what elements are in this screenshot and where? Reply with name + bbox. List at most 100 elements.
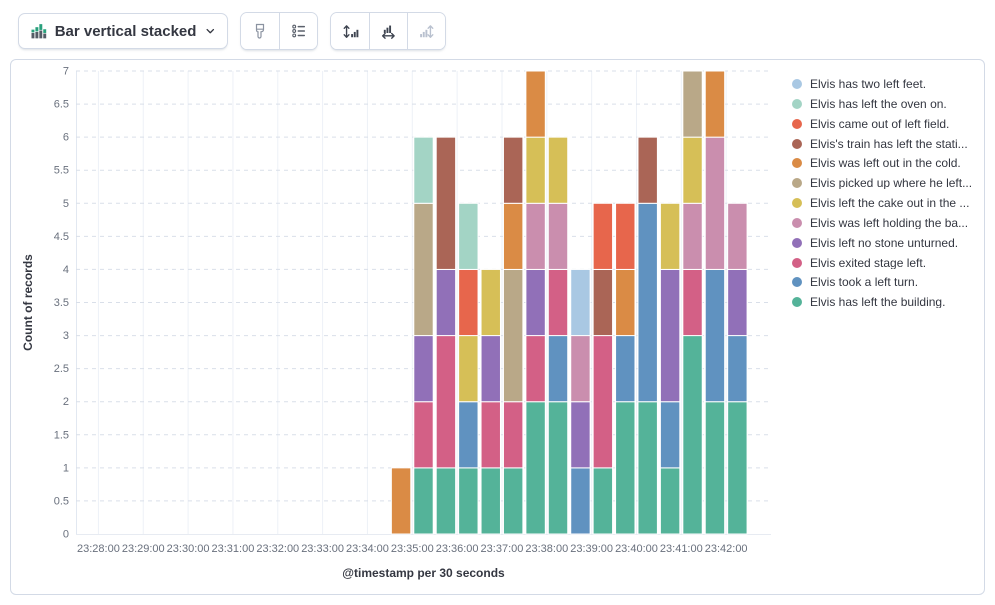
bar-segment[interactable] (547, 335, 569, 403)
bar-segment[interactable] (592, 467, 614, 535)
bar-segment[interactable] (637, 202, 658, 403)
y-tick-label: 0.5 (54, 495, 69, 507)
legend-item[interactable]: Elvis was left holding the ba... (792, 217, 980, 229)
bar-segment[interactable] (547, 136, 569, 204)
left-axis-button[interactable] (331, 13, 369, 49)
y-tick-label: 5.5 (54, 165, 69, 177)
legend-item[interactable]: Elvis has two left feet. (792, 78, 980, 90)
chevron-down-icon (206, 28, 215, 34)
chart-type-dropdown[interactable]: Bar vertical stacked (18, 13, 228, 49)
bar-segment[interactable] (413, 136, 434, 204)
bar-segment[interactable] (413, 401, 434, 469)
legend-item[interactable]: Elvis left the cake out in the ... (792, 197, 980, 209)
bar-segment[interactable] (570, 268, 591, 337)
bar-segment[interactable] (570, 401, 591, 469)
bar-segment[interactable] (480, 335, 501, 403)
bar-segment[interactable] (659, 202, 681, 270)
bar-segment[interactable] (570, 335, 591, 403)
bar-segment[interactable] (615, 401, 636, 535)
legend-settings-button[interactable] (279, 13, 317, 49)
legend-label: Elvis left no stone unturned. (810, 236, 959, 249)
bar-segment[interactable] (637, 401, 658, 535)
legend-label: Elvis picked up where he left... (810, 177, 973, 190)
axis-button-group (330, 12, 446, 50)
legend-item[interactable]: Elvis has left the building. (792, 296, 980, 308)
bar-segment[interactable] (659, 268, 681, 403)
bar-segment[interactable] (682, 335, 703, 535)
bar-segment[interactable] (682, 202, 703, 270)
bottom-axis-button[interactable] (369, 13, 407, 49)
legend-item[interactable]: Elvis was left out in the cold. (792, 157, 980, 169)
bar-segment[interactable] (413, 335, 434, 403)
bar-segment[interactable] (458, 268, 479, 337)
bar-segment[interactable] (592, 335, 614, 469)
bar-segment[interactable] (525, 335, 546, 403)
bar-segment[interactable] (547, 202, 569, 270)
bar-segment[interactable] (727, 401, 748, 535)
x-tick-label: 23:31:00 (212, 543, 255, 555)
bar-segment[interactable] (592, 202, 614, 270)
bar-segment[interactable] (615, 268, 636, 337)
bar-segment[interactable] (525, 268, 546, 337)
legend-item[interactable]: Elvis took a left turn. (792, 276, 980, 288)
bar-segment[interactable] (659, 467, 681, 535)
legend-color-dot (792, 297, 802, 308)
bar-segment[interactable] (502, 401, 524, 469)
bar-segment[interactable] (458, 202, 479, 270)
bar-segment[interactable] (615, 202, 636, 270)
bar-segment[interactable] (525, 202, 546, 270)
bar-segment[interactable] (570, 467, 591, 535)
legend-label: Elvis was left out in the cold. (810, 157, 961, 170)
bar-segment[interactable] (458, 467, 479, 535)
bar-segment[interactable] (704, 268, 726, 403)
bar-segment[interactable] (525, 70, 546, 138)
bar-segment[interactable] (727, 335, 748, 403)
bar-segment[interactable] (704, 70, 726, 138)
bar-segment[interactable] (727, 202, 748, 270)
bar-segment[interactable] (502, 136, 524, 204)
bar-segment[interactable] (682, 268, 703, 337)
bar-segment[interactable] (682, 136, 703, 204)
legend-label: Elvis came out of left field. (810, 117, 950, 130)
bar-segment[interactable] (480, 401, 501, 469)
bar-segment[interactable] (615, 335, 636, 403)
bar-segment[interactable] (727, 268, 748, 337)
bar-segment[interactable] (682, 70, 703, 138)
bar-segment[interactable] (525, 136, 546, 204)
bar-segment[interactable] (547, 268, 569, 337)
legend-item[interactable]: Elvis came out of left field. (792, 118, 980, 130)
bar-segment[interactable] (592, 268, 614, 337)
legend-item[interactable]: Elvis has left the oven on. (792, 98, 980, 110)
legend-item[interactable]: Elvis exited stage left. (792, 257, 980, 269)
x-tick-label: 23:36:00 (436, 543, 479, 555)
bar-segment[interactable] (390, 467, 412, 535)
bar-segment[interactable] (458, 335, 479, 403)
bar-segment[interactable] (637, 136, 658, 204)
bar-segment[interactable] (704, 401, 726, 535)
bar-segment[interactable] (525, 401, 546, 535)
bar-segment[interactable] (458, 401, 479, 469)
legend-color-dot (792, 257, 802, 268)
right-axis-button (407, 13, 445, 49)
bar-segment[interactable] (704, 136, 726, 270)
bar-segment[interactable] (547, 401, 569, 535)
bar-segment[interactable] (435, 467, 457, 535)
visual-options-button[interactable] (241, 13, 279, 49)
bar-segment[interactable] (502, 467, 524, 535)
legend-item[interactable]: Elvis's train has left the stati... (792, 138, 980, 150)
bar-segment[interactable] (435, 268, 457, 337)
bar-segment[interactable] (413, 467, 434, 535)
bar-segment[interactable] (413, 202, 434, 337)
legend-color-dot (792, 237, 802, 248)
legend-label: Elvis exited stage left. (810, 256, 927, 269)
bar-segment[interactable] (480, 467, 501, 535)
bar-segment[interactable] (502, 202, 524, 270)
bar-segment[interactable] (480, 268, 501, 337)
legend-item[interactable]: Elvis left no stone unturned. (792, 237, 980, 249)
bar-segment[interactable] (435, 335, 457, 469)
bar-segment[interactable] (659, 401, 681, 469)
bar-segment[interactable] (502, 268, 524, 403)
legend-item[interactable]: Elvis picked up where he left... (792, 177, 980, 189)
bar-segment[interactable] (435, 136, 457, 270)
